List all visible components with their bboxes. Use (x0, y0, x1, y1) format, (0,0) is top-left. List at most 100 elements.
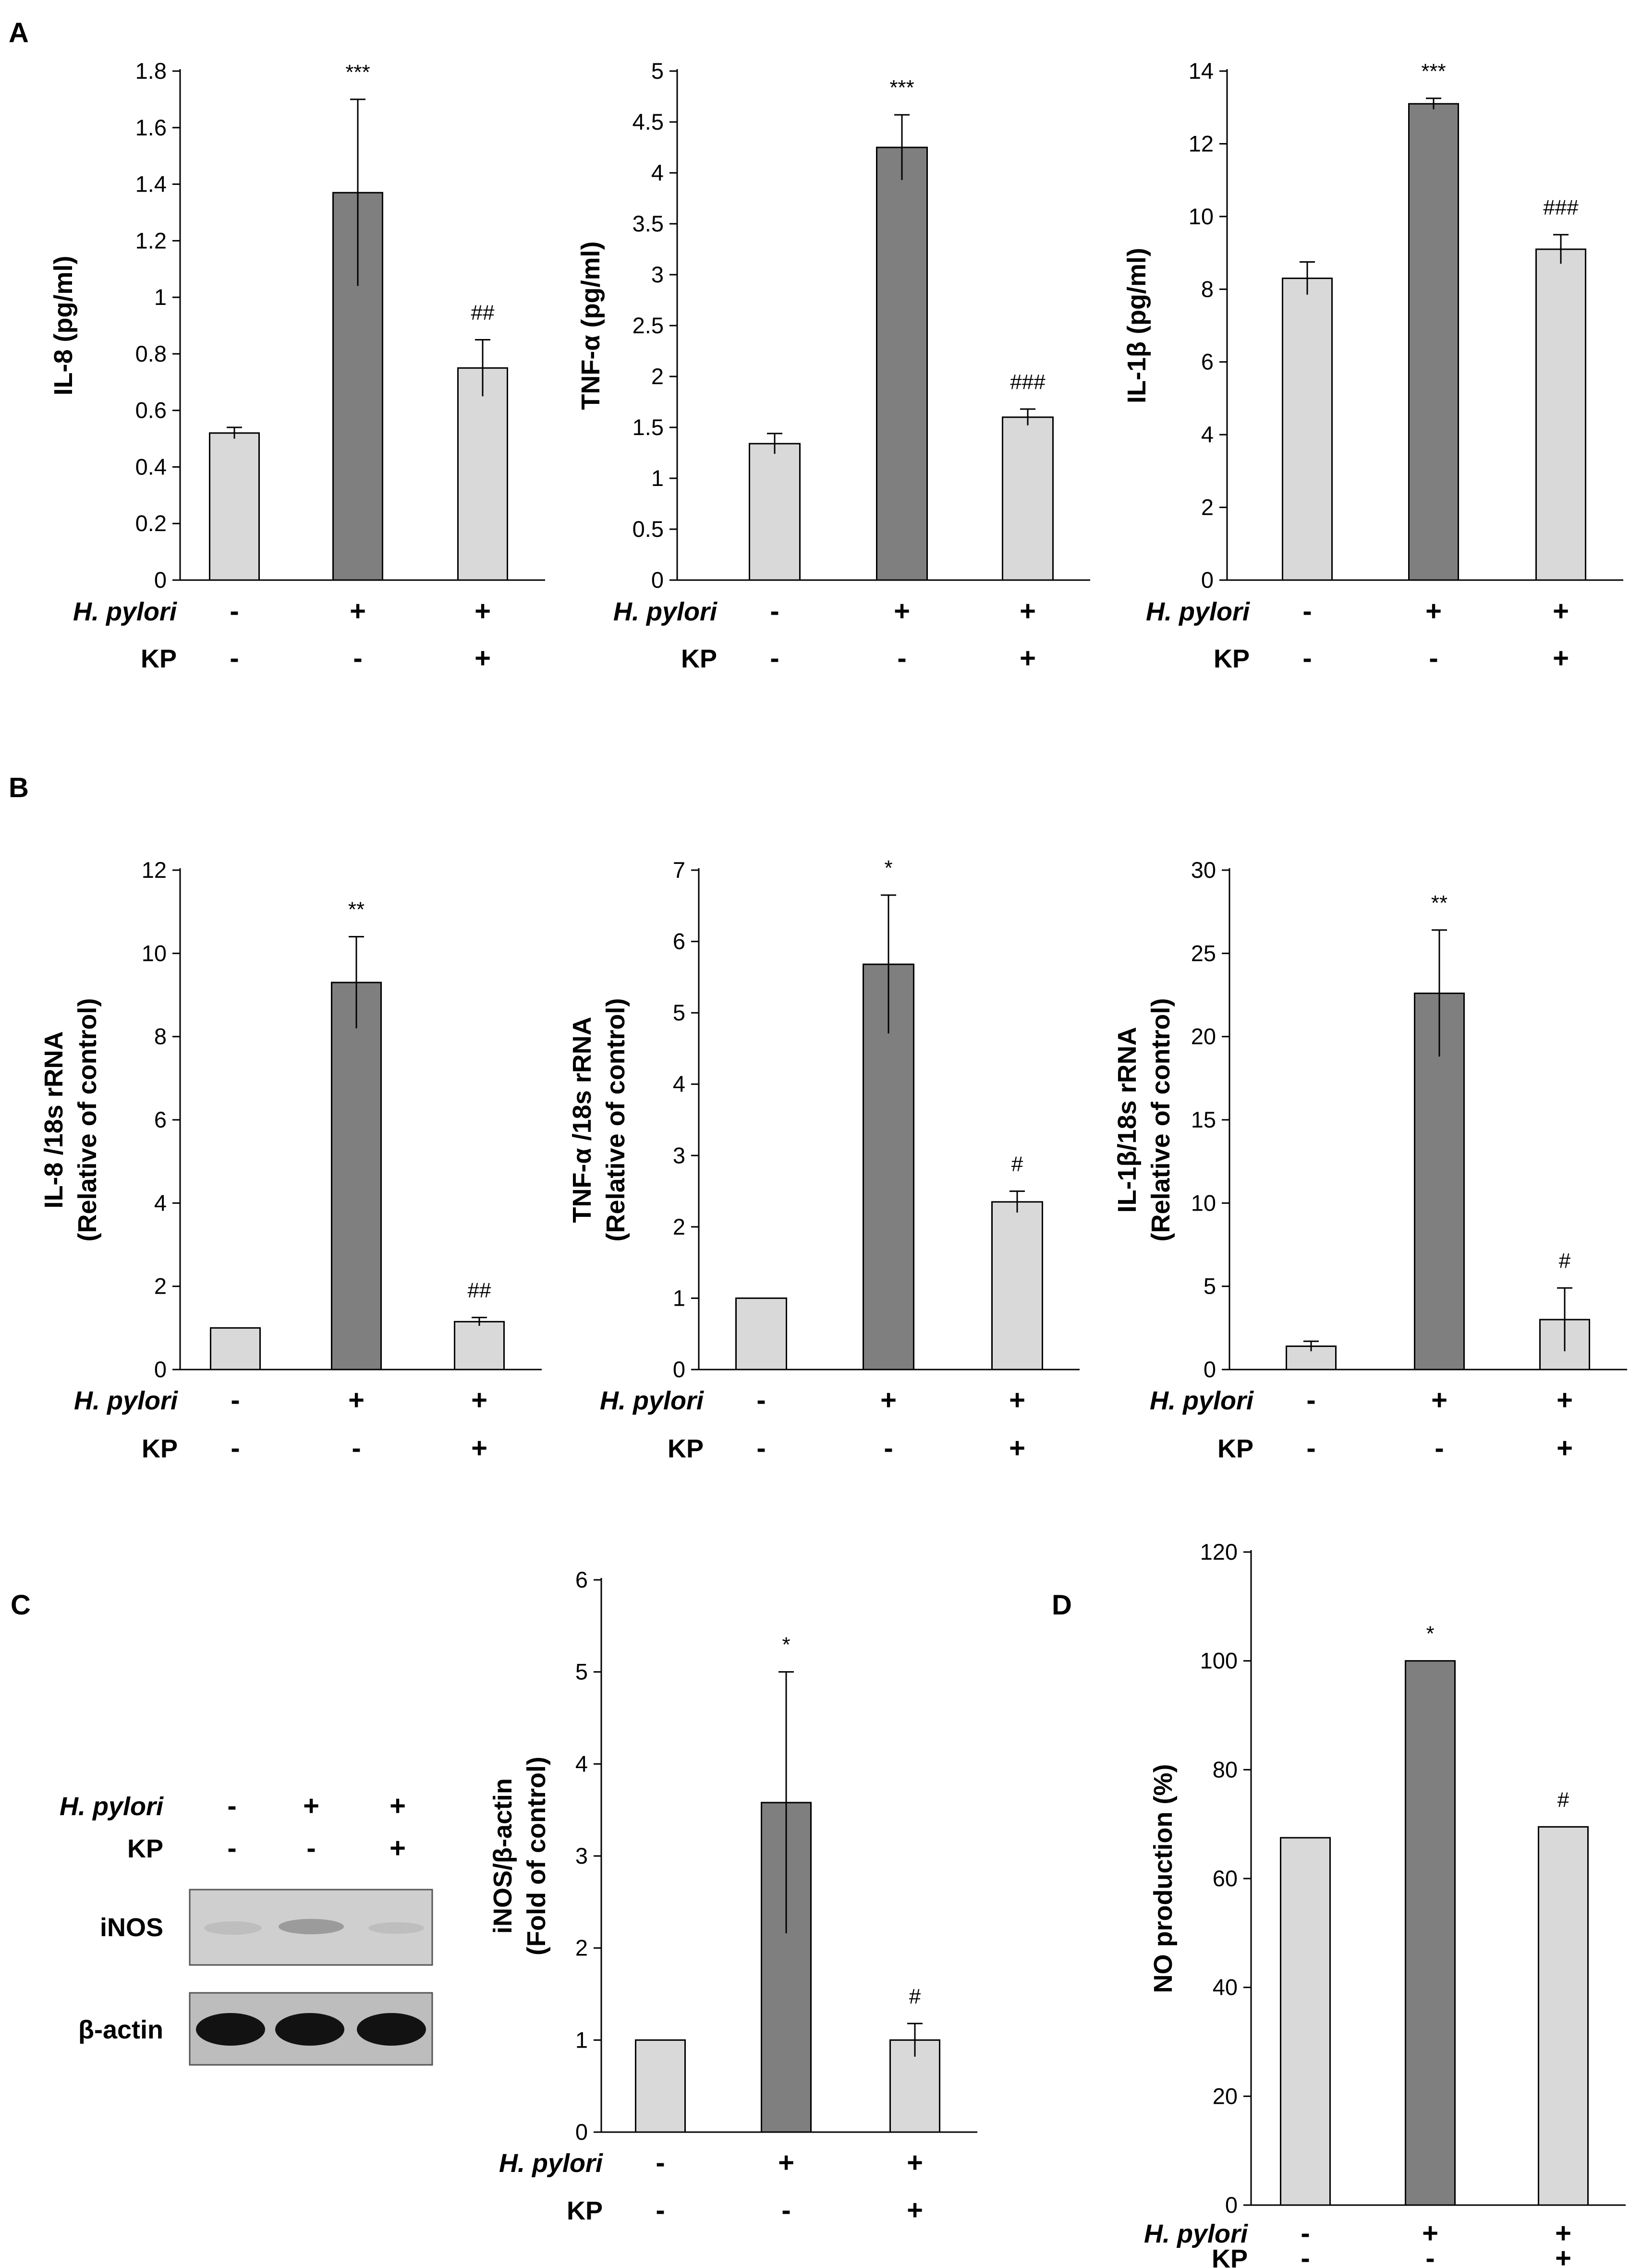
significance-label-2: *** (889, 76, 914, 99)
y-tick-label: 5 (651, 58, 664, 84)
significance-label-2: ** (348, 898, 365, 922)
condition-kp-sign-2: - (781, 2195, 791, 2226)
significance-label-2: * (1426, 1622, 1434, 1646)
y-tick-label: 20 (1191, 1024, 1216, 1049)
bar-2 (331, 982, 382, 1371)
condition-hpylori-sign-1: - (1306, 1384, 1315, 1416)
western-blot: H. pylori KP - + + - - + iNOS β-actin (60, 1790, 433, 2066)
condition-kp-sign-1: - (1301, 2243, 1310, 2268)
chart-inos-quant: 0 1 2 3 4 5 6 * # iNOS/β-actin (Fold of control) H.… (488, 1567, 977, 2226)
y-tick-label: 8 (1201, 276, 1214, 302)
y-tick-label: 12 (1189, 131, 1214, 156)
y-tick-label: 10 (142, 940, 167, 966)
blot-hpylori-sign-1: - (227, 1790, 236, 1821)
y-tick-label: 0.6 (135, 398, 167, 423)
condition-kp-sign-3: + (471, 1432, 487, 1464)
y-tick-label: 4 (575, 1751, 588, 1776)
inos-band-1 (204, 1921, 262, 1935)
y-tick-label: 0.8 (135, 341, 167, 366)
y-tick-label: 1.6 (135, 115, 167, 140)
y-tick-label: 0 (154, 1357, 167, 1382)
y-tick-label: 12 (142, 857, 167, 883)
inos-blot-frame (189, 1889, 433, 1966)
condition-kp-sign-3: + (474, 643, 491, 674)
condition-kp-sign-1: - (756, 1432, 766, 1464)
bar-3 (1002, 416, 1054, 581)
y-tick-label: 1.5 (632, 414, 664, 440)
y-tick-label: 8 (154, 1024, 167, 1049)
condition-hpylori-label: H. pylori (74, 1386, 178, 1415)
condition-hpylori-sign-3: + (1009, 1384, 1025, 1416)
chart-il1b-mrna: 0 5 10 15 20 25 30 ** # IL-1β/18s rRNA (Relative o… (1113, 857, 1627, 1464)
condition-kp-sign-2: - (1429, 643, 1438, 674)
y-tick-label: 1.2 (135, 228, 167, 253)
significance-label-2: ** (1431, 891, 1447, 915)
significance-label-3: # (1557, 1788, 1569, 1811)
condition-hpylori-sign-2: + (894, 595, 910, 627)
chart-il8-mrna: 0 2 4 6 8 10 12 ** ## IL-8 /18s rRNA (Relative of … (39, 857, 542, 1464)
condition-kp-sign-3: + (1020, 643, 1036, 674)
y-tick-label: 0 (575, 2119, 588, 2145)
condition-hpylori-sign-3: + (1557, 1384, 1573, 1416)
condition-kp-sign-1: - (230, 643, 239, 674)
bar-1 (749, 443, 801, 581)
bar-2 (1408, 103, 1459, 581)
y-tick-label: 3 (673, 1142, 685, 1168)
condition-hpylori-label: H. pylori (1146, 597, 1250, 626)
bar-2 (1405, 1660, 1456, 2206)
chart-no-production: 0 20 40 60 80 100 120 * # NO production (%) H. pyl… (1144, 1539, 1626, 2268)
y-tick-label: 2 (673, 1214, 685, 1239)
y-tick-label: 3 (575, 1843, 588, 1868)
panel-letter-c: C (11, 1589, 31, 1621)
y-tick-label: 6 (154, 1107, 167, 1132)
y-tick-label: 3.5 (632, 211, 664, 236)
inos-band-2 (279, 1919, 344, 1934)
blot-kp-sign-2: - (306, 1832, 316, 1864)
significance-label-2: * (884, 856, 892, 880)
bar-3 (454, 1321, 505, 1371)
y-tick-label: 0 (651, 567, 664, 593)
condition-hpylori-sign-2: + (348, 1384, 365, 1416)
y-axis-title: TNF-α (pg/ml) (576, 241, 605, 410)
condition-hpylori-label: H. pylori (73, 597, 177, 626)
condition-hpylori-sign-2: + (350, 595, 366, 627)
condition-hpylori-sign-1: - (656, 2147, 665, 2178)
condition-kp-label: KP (142, 1434, 178, 1463)
condition-hpylori-sign-2: + (880, 1384, 897, 1416)
y-tick-label: 10 (1191, 1190, 1216, 1215)
condition-hpylori-sign-1: - (756, 1384, 766, 1416)
y-tick-label: 1.4 (135, 171, 167, 197)
y-axis-subtitle: (Relative of control) (1146, 998, 1175, 1241)
bar-1 (210, 1327, 261, 1371)
y-axis-subtitle: (Relative of control) (601, 998, 630, 1241)
significance-label-3: # (1559, 1249, 1571, 1273)
y-tick-label: 4 (651, 160, 664, 185)
bar-1 (735, 1297, 787, 1371)
y-tick-label: 2 (1201, 495, 1214, 520)
y-tick-label: 4.5 (632, 109, 664, 134)
condition-hpylori-sign-1: - (230, 595, 239, 627)
blot-kp-sign-3: + (389, 1832, 406, 1864)
y-tick-label: 0 (1201, 567, 1214, 593)
condition-kp-label: KP (681, 644, 717, 673)
condition-hpylori-sign-1: - (1301, 2218, 1310, 2249)
condition-hpylori-label: H. pylori (1144, 2219, 1248, 2248)
condition-hpylori-sign-3: + (907, 2147, 923, 2178)
condition-kp-sign-3: + (1553, 643, 1569, 674)
condition-kp-label: KP (1212, 2244, 1248, 2268)
condition-kp-sign-1: - (656, 2195, 665, 2226)
y-tick-label: 40 (1213, 1975, 1238, 2000)
chart-tnfa-protein: 0 0.5 1 1.5 2 2.5 3 3.5 4 4.5 5 *** ### TNF-α (pg/ml)… (576, 58, 1090, 674)
significance-label-3: ## (468, 1279, 491, 1302)
inos-blot-label: iNOS (100, 1913, 163, 1942)
condition-kp-sign-2: - (352, 1432, 361, 1464)
blot-hpylori-sign-3: + (389, 1790, 406, 1821)
y-axis-title: IL-8 (pg/ml) (49, 256, 78, 396)
y-tick-label: 5 (575, 1659, 588, 1685)
inos-band-3 (368, 1922, 424, 1934)
y-tick-label: 15 (1191, 1107, 1216, 1132)
y-tick-label: 5 (673, 1000, 685, 1025)
significance-label-3: # (909, 1985, 921, 2008)
condition-hpylori-label: H. pylori (1150, 1386, 1254, 1415)
bar-3 (457, 367, 508, 581)
